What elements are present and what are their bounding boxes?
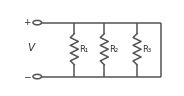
Text: −: − — [23, 72, 30, 81]
Circle shape — [33, 20, 42, 25]
Circle shape — [33, 74, 42, 79]
Text: R₂: R₂ — [109, 45, 118, 54]
Text: V: V — [27, 43, 34, 53]
Text: +: + — [23, 18, 30, 27]
Text: R₁: R₁ — [79, 45, 89, 54]
Text: R₃: R₃ — [142, 45, 151, 54]
